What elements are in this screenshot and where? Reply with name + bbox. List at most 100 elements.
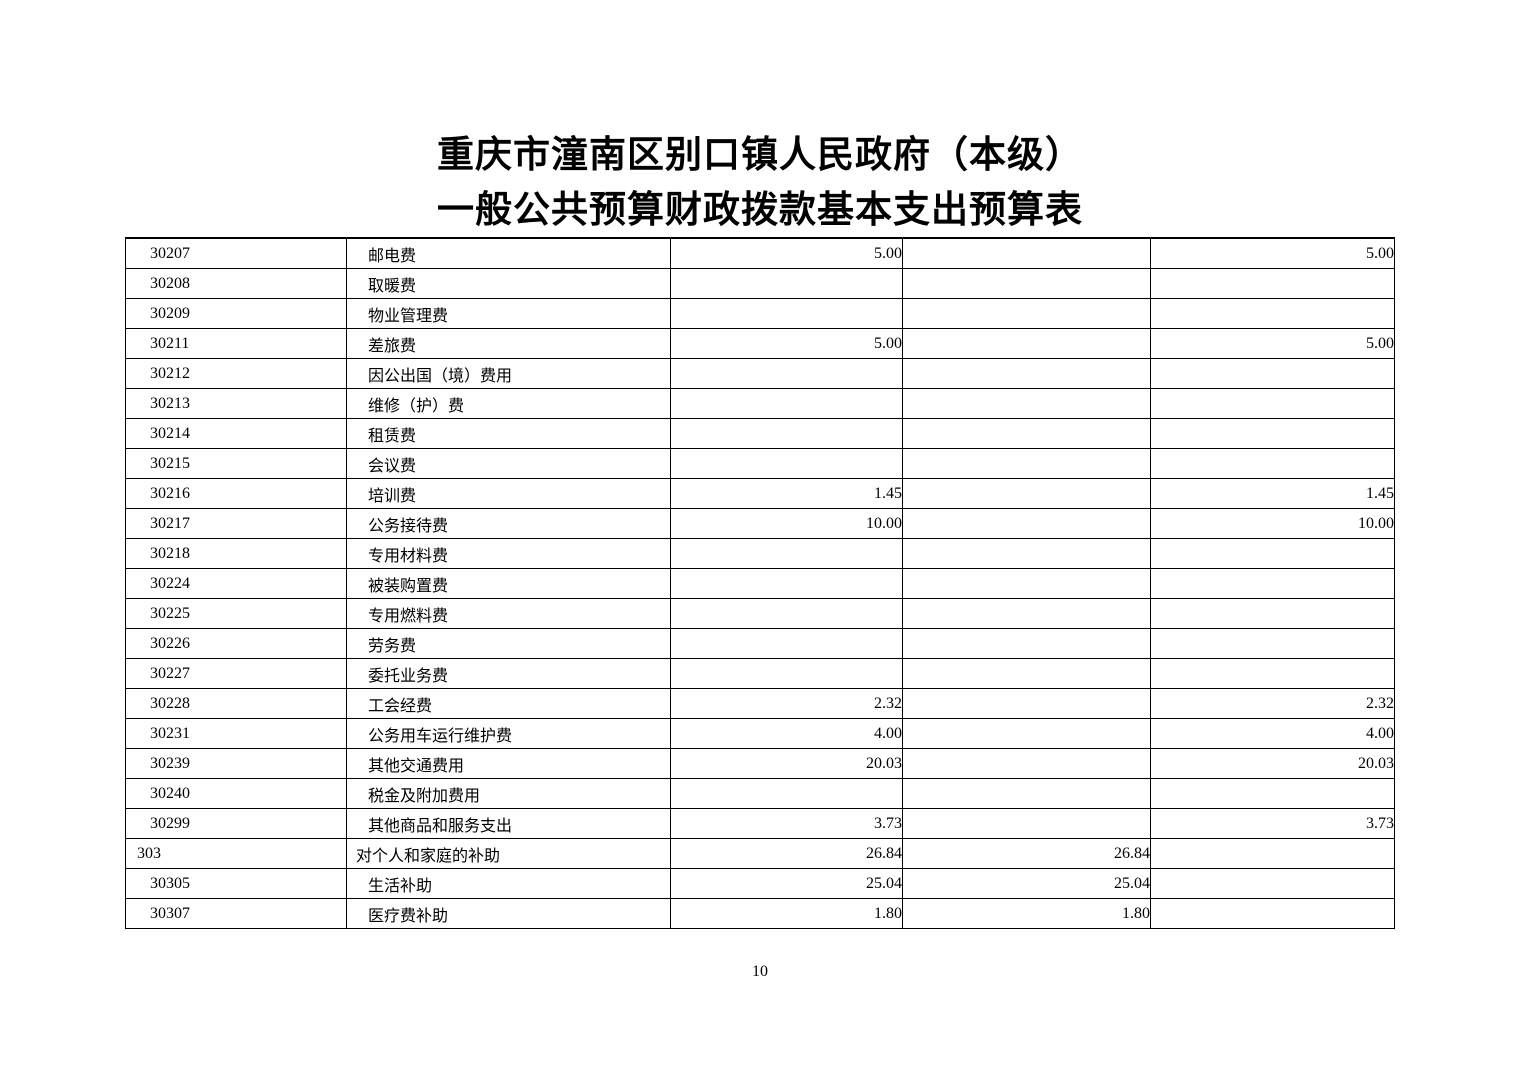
amount-cell-3 — [1150, 358, 1395, 389]
budget-table: 30207 邮电费 5.00 5.00 30208 取暖费 30209 物业管理费 30211 差… — [125, 237, 1395, 929]
name-cell: 对个人和家庭的补助 — [346, 838, 671, 869]
amount-cell-2 — [902, 328, 1151, 359]
amount-cell-2 — [902, 658, 1151, 689]
amount-cell-2 — [902, 268, 1151, 299]
code-cell: 30213 — [125, 388, 347, 419]
table-row: 30299 其他商品和服务支出 3.73 3.73 — [125, 808, 1395, 839]
table-row: 30215 会议费 — [125, 448, 1395, 479]
budget-table-body: 30207 邮电费 5.00 5.00 30208 取暖费 30209 物业管理费 30211 差… — [125, 237, 1395, 929]
amount-cell-2 — [902, 298, 1151, 329]
code-cell: 30216 — [125, 478, 347, 509]
amount-cell-1: 4.00 — [670, 718, 903, 749]
code-cell: 30307 — [125, 898, 347, 929]
code-cell: 30209 — [125, 298, 347, 329]
amount-cell-2: 25.04 — [902, 868, 1151, 899]
amount-cell-1 — [670, 298, 903, 329]
name-cell: 邮电费 — [346, 237, 671, 269]
name-cell: 取暖费 — [346, 268, 671, 299]
name-cell: 医疗费补助 — [346, 898, 671, 929]
table-row: 30209 物业管理费 — [125, 298, 1395, 329]
amount-cell-3: 4.00 — [1150, 718, 1395, 749]
code-cell: 30299 — [125, 808, 347, 839]
amount-cell-1 — [670, 568, 903, 599]
table-row: 30228 工会经费 2.32 2.32 — [125, 688, 1395, 719]
amount-cell-2 — [902, 448, 1151, 479]
title-line-2: 一般公共预算财政拨款基本支出预算表 — [437, 190, 1083, 231]
code-cell: 30231 — [125, 718, 347, 749]
name-cell: 专用材料费 — [346, 538, 671, 569]
amount-cell-1 — [670, 448, 903, 479]
amount-cell-1: 1.80 — [670, 898, 903, 929]
amount-cell-3: 5.00 — [1150, 328, 1395, 359]
document-title: 重庆市潼南区别口镇人民政府（本级） 一般公共预算财政拨款基本支出预算表 — [0, 128, 1520, 238]
amount-cell-3 — [1150, 658, 1395, 689]
amount-cell-1 — [670, 628, 903, 659]
name-cell: 其他商品和服务支出 — [346, 808, 671, 839]
code-cell: 30224 — [125, 568, 347, 599]
amount-cell-3 — [1150, 628, 1395, 659]
code-cell: 303 — [125, 838, 347, 869]
name-cell: 被装购置费 — [346, 568, 671, 599]
name-cell: 工会经费 — [346, 688, 671, 719]
amount-cell-2 — [902, 358, 1151, 389]
code-cell: 30228 — [125, 688, 347, 719]
amount-cell-1 — [670, 538, 903, 569]
table-row: 30240 税金及附加费用 — [125, 778, 1395, 809]
name-cell: 劳务费 — [346, 628, 671, 659]
amount-cell-2 — [902, 808, 1151, 839]
amount-cell-1: 20.03 — [670, 748, 903, 779]
code-cell: 30208 — [125, 268, 347, 299]
code-cell: 30215 — [125, 448, 347, 479]
table-row: 30224 被装购置费 — [125, 568, 1395, 599]
table-row: 30217 公务接待费 10.00 10.00 — [125, 508, 1395, 539]
code-cell: 30217 — [125, 508, 347, 539]
amount-cell-3 — [1150, 448, 1395, 479]
amount-cell-1 — [670, 658, 903, 689]
amount-cell-1: 1.45 — [670, 478, 903, 509]
name-cell: 差旅费 — [346, 328, 671, 359]
amount-cell-3 — [1150, 778, 1395, 809]
amount-cell-1 — [670, 388, 903, 419]
amount-cell-2 — [902, 718, 1151, 749]
name-cell: 税金及附加费用 — [346, 778, 671, 809]
amount-cell-1 — [670, 358, 903, 389]
amount-cell-1: 10.00 — [670, 508, 903, 539]
amount-cell-2 — [902, 237, 1151, 269]
amount-cell-1 — [670, 268, 903, 299]
amount-cell-3 — [1150, 388, 1395, 419]
amount-cell-2 — [902, 688, 1151, 719]
name-cell: 物业管理费 — [346, 298, 671, 329]
amount-cell-2 — [902, 478, 1151, 509]
code-cell: 30214 — [125, 418, 347, 449]
name-cell: 公务用车运行维护费 — [346, 718, 671, 749]
table-row: 30212 因公出国（境）费用 — [125, 358, 1395, 389]
amount-cell-1: 5.00 — [670, 328, 903, 359]
code-cell: 30305 — [125, 868, 347, 899]
amount-cell-2 — [902, 508, 1151, 539]
table-row: 30214 租赁费 — [125, 418, 1395, 449]
code-cell: 30218 — [125, 538, 347, 569]
amount-cell-3 — [1150, 538, 1395, 569]
amount-cell-1 — [670, 598, 903, 629]
table-row: 30218 专用材料费 — [125, 538, 1395, 569]
table-row: 30208 取暖费 — [125, 268, 1395, 299]
amount-cell-3: 3.73 — [1150, 808, 1395, 839]
amount-cell-2 — [902, 418, 1151, 449]
amount-cell-3 — [1150, 298, 1395, 329]
amount-cell-3: 2.32 — [1150, 688, 1395, 719]
amount-cell-2 — [902, 628, 1151, 659]
amount-cell-2 — [902, 598, 1151, 629]
amount-cell-3 — [1150, 868, 1395, 899]
code-cell: 30227 — [125, 658, 347, 689]
name-cell: 维修（护）费 — [346, 388, 671, 419]
amount-cell-1 — [670, 778, 903, 809]
amount-cell-1: 26.84 — [670, 838, 903, 869]
amount-cell-2 — [902, 568, 1151, 599]
code-cell: 30207 — [125, 237, 347, 269]
name-cell: 租赁费 — [346, 418, 671, 449]
amount-cell-3 — [1150, 598, 1395, 629]
table-row: 30305 生活补助 25.04 25.04 — [125, 868, 1395, 899]
code-cell: 30226 — [125, 628, 347, 659]
table-row: 30226 劳务费 — [125, 628, 1395, 659]
